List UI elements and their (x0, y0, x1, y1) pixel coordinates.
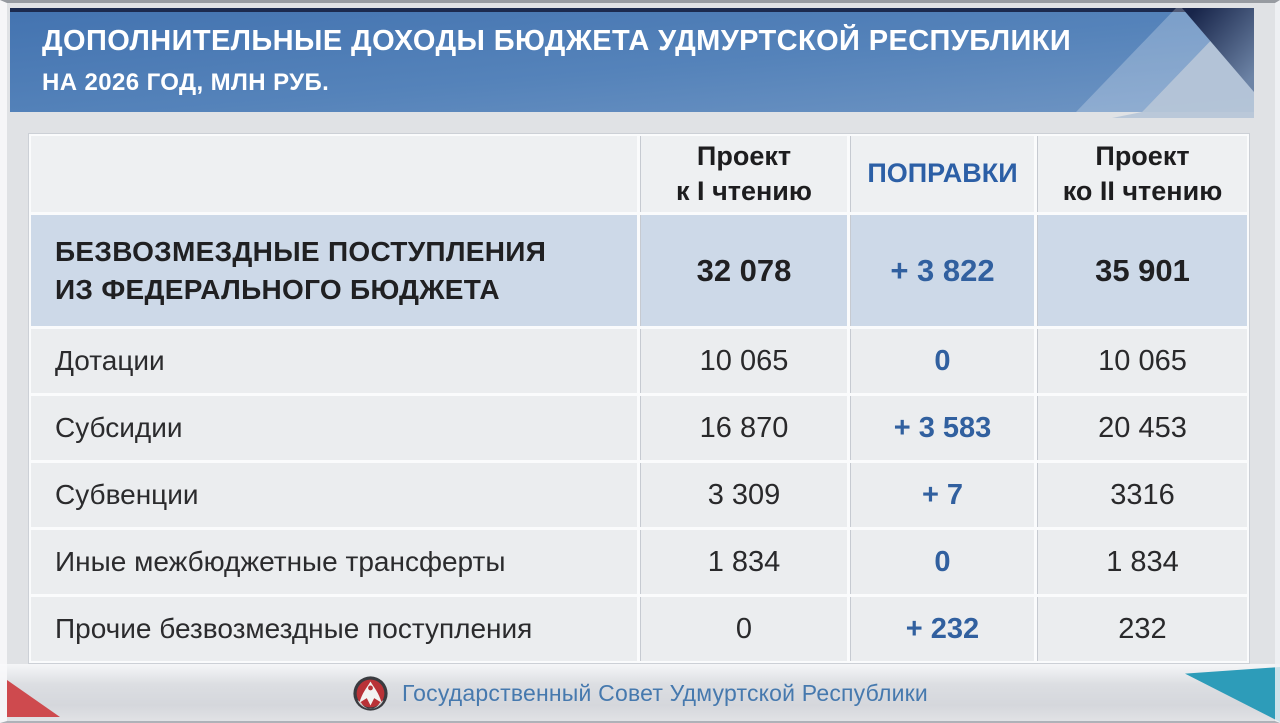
table-row-draft-second: 3316 (1037, 463, 1247, 527)
table-row-draft-first: 0 (640, 597, 847, 661)
table-row-label: Субвенции (31, 463, 637, 527)
header-draft-first-line1: Проект (696, 140, 792, 171)
table-row-label: Прочие безвозмездные поступления (31, 597, 637, 661)
table-row-label: Иные межбюджетные трансферты (31, 530, 637, 594)
table-row-amendment: 0 (850, 530, 1034, 594)
table-row-draft-first: 16 870 (640, 396, 847, 460)
total-row-label: БЕЗВОЗМЕЗДНЫЕ ПОСТУПЛЕНИЯ ИЗ ФЕДЕРАЛЬНОГ… (31, 215, 637, 326)
header-amendments: ПОПРАВКИ (850, 136, 1034, 212)
footer-organization-name: Государственный Совет Удмуртской Республ… (402, 680, 928, 706)
table-row-label: Субсидии (31, 396, 637, 460)
total-amendment-value: + 3 822 (850, 215, 1034, 326)
slide-title-line2: НА 2026 ГОД, МЛН РУБ. (42, 69, 330, 96)
table-row-amendment: + 232 (850, 597, 1034, 661)
header-draft-first-line2: к I чтению (676, 176, 812, 206)
budget-table: Проект к I чтению ПОПРАВКИ Проект ко II … (28, 133, 1250, 664)
table-row-draft-second: 1 834 (1037, 530, 1247, 594)
header-draft-first-reading: Проект к I чтению (640, 136, 847, 212)
slide-title: ДОПОЛНИТЕЛЬНЫЕ ДОХОДЫ БЮДЖЕТА УДМУРТСКОЙ… (42, 25, 1071, 97)
header-draft-second-line2: ко II чтению (1062, 176, 1223, 206)
total-draft-first-value: 32 078 (640, 215, 847, 326)
total-row-label-line2: ИЗ ФЕДЕРАЛЬНОГО БЮДЖЕТА (55, 273, 500, 305)
table-row-draft-first: 10 065 (640, 329, 847, 393)
header-draft-second-line1: Проект (1095, 140, 1190, 171)
title-banner: ДОПОЛНИТЕЛЬНЫЕ ДОХОДЫ БЮДЖЕТА УДМУРТСКОЙ… (10, 8, 1254, 118)
header-row-label-cell (31, 136, 637, 212)
banner-corner-decoration (1076, 8, 1254, 118)
table-row-amendment: 0 (850, 329, 1034, 393)
table-row-draft-first: 3 309 (640, 463, 847, 527)
footer-bar: Государственный Совет Удмуртской Республ… (0, 664, 1280, 723)
table-row-label: Дотации (31, 329, 637, 393)
table-row-draft-second: 10 065 (1037, 329, 1247, 393)
total-row-label-line1: БЕЗВОЗМЕЗДНЫЕ ПОСТУПЛЕНИЯ (55, 235, 547, 267)
header-draft-second-reading: Проект ко II чтению (1037, 136, 1247, 212)
slide-title-line1: ДОПОЛНИТЕЛЬНЫЕ ДОХОДЫ БЮДЖЕТА УДМУРТСКОЙ… (42, 25, 1072, 57)
table-row-draft-first: 1 834 (640, 530, 847, 594)
table-row-amendment: + 3 583 (850, 396, 1034, 460)
state-council-emblem-icon (353, 676, 388, 711)
total-draft-second-value: 35 901 (1037, 215, 1247, 326)
table-row-draft-second: 20 453 (1037, 396, 1247, 460)
table-row-amendment: + 7 (850, 463, 1034, 527)
banner-top-stripe (10, 8, 1254, 12)
table-row-draft-second: 232 (1037, 597, 1247, 661)
